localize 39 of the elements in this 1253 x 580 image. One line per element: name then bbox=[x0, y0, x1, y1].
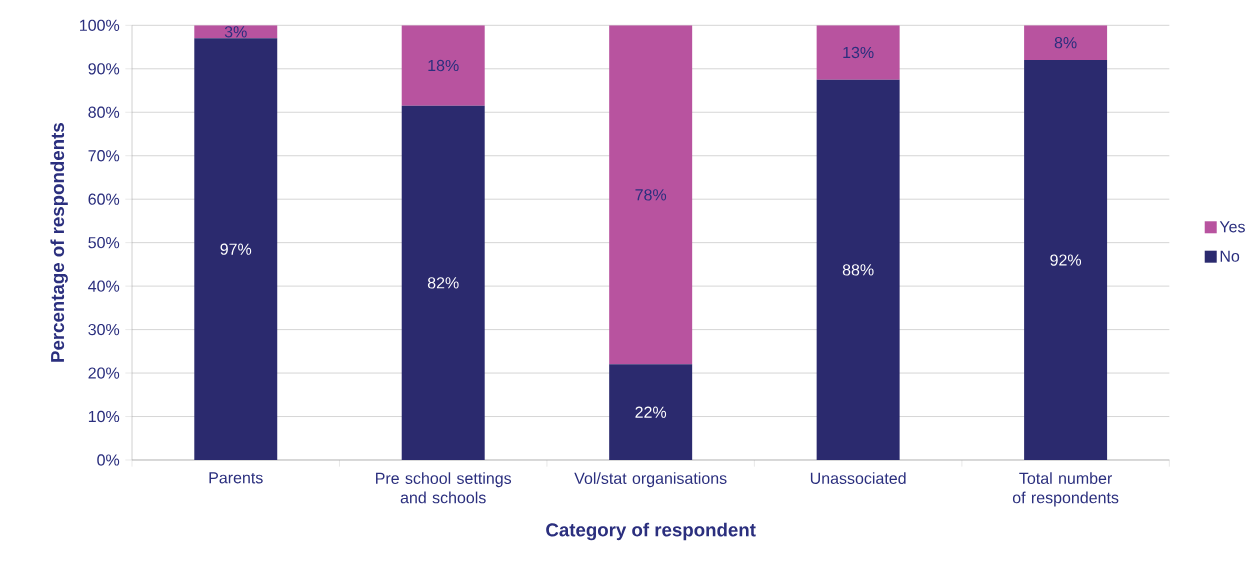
bar bbox=[609, 364, 693, 460]
y-tick-label: 100% bbox=[80, 19, 120, 31]
legend-label: Yes bbox=[1219, 221, 1245, 233]
bar bbox=[401, 105, 485, 460]
x-tick-label: Vol/stat organisations bbox=[574, 472, 727, 488]
data-label: 13% bbox=[843, 46, 874, 59]
y-tick-label: 30% bbox=[88, 323, 120, 336]
y-tick-label: 60% bbox=[88, 193, 120, 205]
legend-label: No bbox=[1220, 250, 1240, 262]
data-label: 92% bbox=[1050, 254, 1082, 266]
data-label: 8% bbox=[1054, 37, 1077, 49]
bar bbox=[194, 38, 278, 460]
data-label: 78% bbox=[635, 189, 667, 201]
bar bbox=[1024, 60, 1108, 460]
y-tick-label: 90% bbox=[88, 63, 120, 75]
y-tick-label: 50% bbox=[88, 237, 120, 249]
data-label: 82% bbox=[427, 277, 459, 289]
y-tick-label: 40% bbox=[88, 280, 120, 292]
bar bbox=[609, 25, 693, 365]
y-tick-label: 10% bbox=[88, 410, 120, 423]
x-axis-title: Category of respondent bbox=[546, 522, 756, 541]
bar bbox=[816, 25, 900, 80]
data-label: 18% bbox=[428, 59, 459, 72]
x-tick-label: Pre school settings and schools bbox=[376, 472, 512, 504]
x-tick-label: Parents bbox=[209, 472, 263, 484]
data-label: 3% bbox=[224, 26, 247, 38]
y-tick-label: 80% bbox=[88, 106, 120, 118]
y-tick-label: 0% bbox=[97, 454, 120, 466]
data-label: 97% bbox=[220, 243, 252, 255]
bar bbox=[1024, 25, 1108, 61]
x-tick-label: Unassociated bbox=[810, 472, 906, 484]
y-tick-label: 70% bbox=[88, 150, 120, 162]
y-axis-title: Percentage of respondents bbox=[50, 123, 68, 362]
y-tick-label: 20% bbox=[88, 367, 120, 379]
data-label: 22% bbox=[635, 406, 667, 418]
bar bbox=[401, 25, 485, 106]
data-label: 88% bbox=[842, 264, 874, 276]
x-tick-label: Total number of respondents bbox=[1012, 472, 1119, 507]
bar bbox=[816, 79, 900, 460]
